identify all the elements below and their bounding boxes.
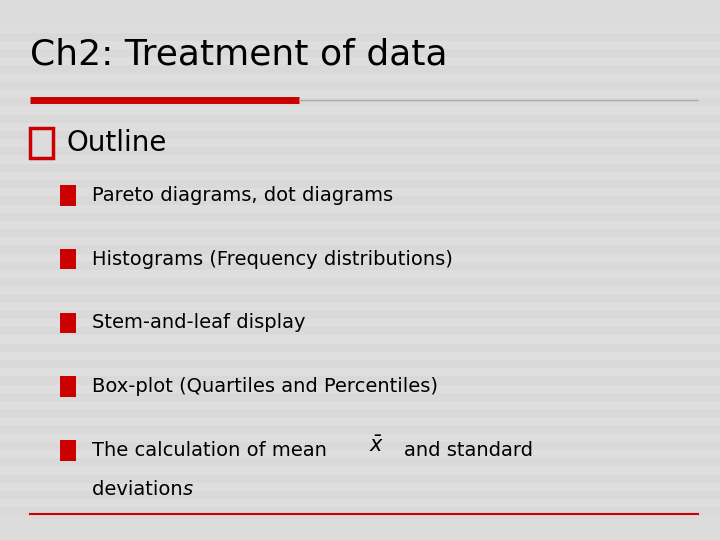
Bar	[0, 73, 720, 82]
Bar	[0, 172, 720, 180]
Text: and standard: and standard	[404, 441, 533, 460]
Bar	[0, 434, 720, 442]
Bar	[0, 368, 720, 376]
Bar	[0, 401, 720, 409]
Bar	[0, 442, 720, 450]
Bar	[0, 57, 720, 65]
Bar	[0, 164, 720, 172]
Bar	[0, 393, 720, 401]
Bar	[0, 90, 720, 98]
Bar	[0, 327, 720, 335]
Bar	[0, 491, 720, 499]
Bar	[0, 41, 720, 49]
Bar	[0, 417, 720, 426]
Bar	[0, 156, 720, 164]
Bar	[0, 499, 720, 507]
Bar	[0, 98, 720, 106]
Bar	[0, 335, 720, 343]
Bar	[0, 507, 720, 516]
Text: Ch2: Treatment of data: Ch2: Treatment of data	[30, 38, 448, 72]
Bar	[0, 229, 720, 237]
FancyBboxPatch shape	[30, 128, 53, 158]
Bar	[0, 246, 720, 254]
Text: Box-plot (Quartiles and Percentiles): Box-plot (Quartiles and Percentiles)	[92, 377, 438, 396]
Bar	[0, 24, 720, 33]
Bar	[0, 123, 720, 131]
Text: $\bar{x}$: $\bar{x}$	[369, 436, 384, 456]
Bar	[0, 475, 720, 483]
Bar	[0, 221, 720, 229]
Bar	[0, 33, 720, 41]
Text: Stem-and-leaf display: Stem-and-leaf display	[92, 313, 306, 333]
FancyBboxPatch shape	[60, 185, 76, 206]
Bar	[0, 483, 720, 491]
Bar	[0, 205, 720, 213]
Bar	[0, 278, 720, 286]
Bar	[0, 311, 720, 319]
Bar	[0, 237, 720, 246]
Bar	[0, 131, 720, 139]
Bar	[0, 106, 720, 114]
Bar	[0, 294, 720, 303]
Bar	[0, 254, 720, 262]
Bar	[0, 270, 720, 278]
Bar	[0, 360, 720, 368]
FancyBboxPatch shape	[60, 440, 76, 461]
Text: Histograms (Frequency distributions): Histograms (Frequency distributions)	[92, 249, 453, 269]
Bar	[0, 139, 720, 147]
FancyBboxPatch shape	[60, 313, 76, 333]
Bar	[0, 426, 720, 434]
Text: deviation: deviation	[92, 481, 189, 500]
Bar	[0, 352, 720, 360]
Bar	[0, 286, 720, 294]
Bar	[0, 114, 720, 123]
Bar	[0, 65, 720, 73]
Bar	[0, 467, 720, 475]
Bar	[0, 197, 720, 205]
Bar	[0, 376, 720, 384]
Bar	[0, 180, 720, 188]
FancyBboxPatch shape	[60, 376, 76, 397]
Text: The calculation of mean: The calculation of mean	[92, 441, 327, 460]
Bar	[0, 49, 720, 57]
Bar	[0, 384, 720, 393]
Bar	[0, 188, 720, 197]
Bar	[0, 343, 720, 352]
Bar	[0, 319, 720, 327]
Bar	[0, 450, 720, 458]
Bar	[0, 82, 720, 90]
Text: Outline: Outline	[66, 129, 166, 157]
Text: Pareto diagrams, dot diagrams: Pareto diagrams, dot diagrams	[92, 186, 393, 205]
Bar	[0, 458, 720, 467]
Bar	[0, 213, 720, 221]
Bar	[0, 262, 720, 270]
Text: $s$: $s$	[182, 481, 194, 500]
Bar	[0, 409, 720, 417]
Bar	[0, 303, 720, 311]
Bar	[0, 147, 720, 156]
FancyBboxPatch shape	[60, 249, 76, 269]
